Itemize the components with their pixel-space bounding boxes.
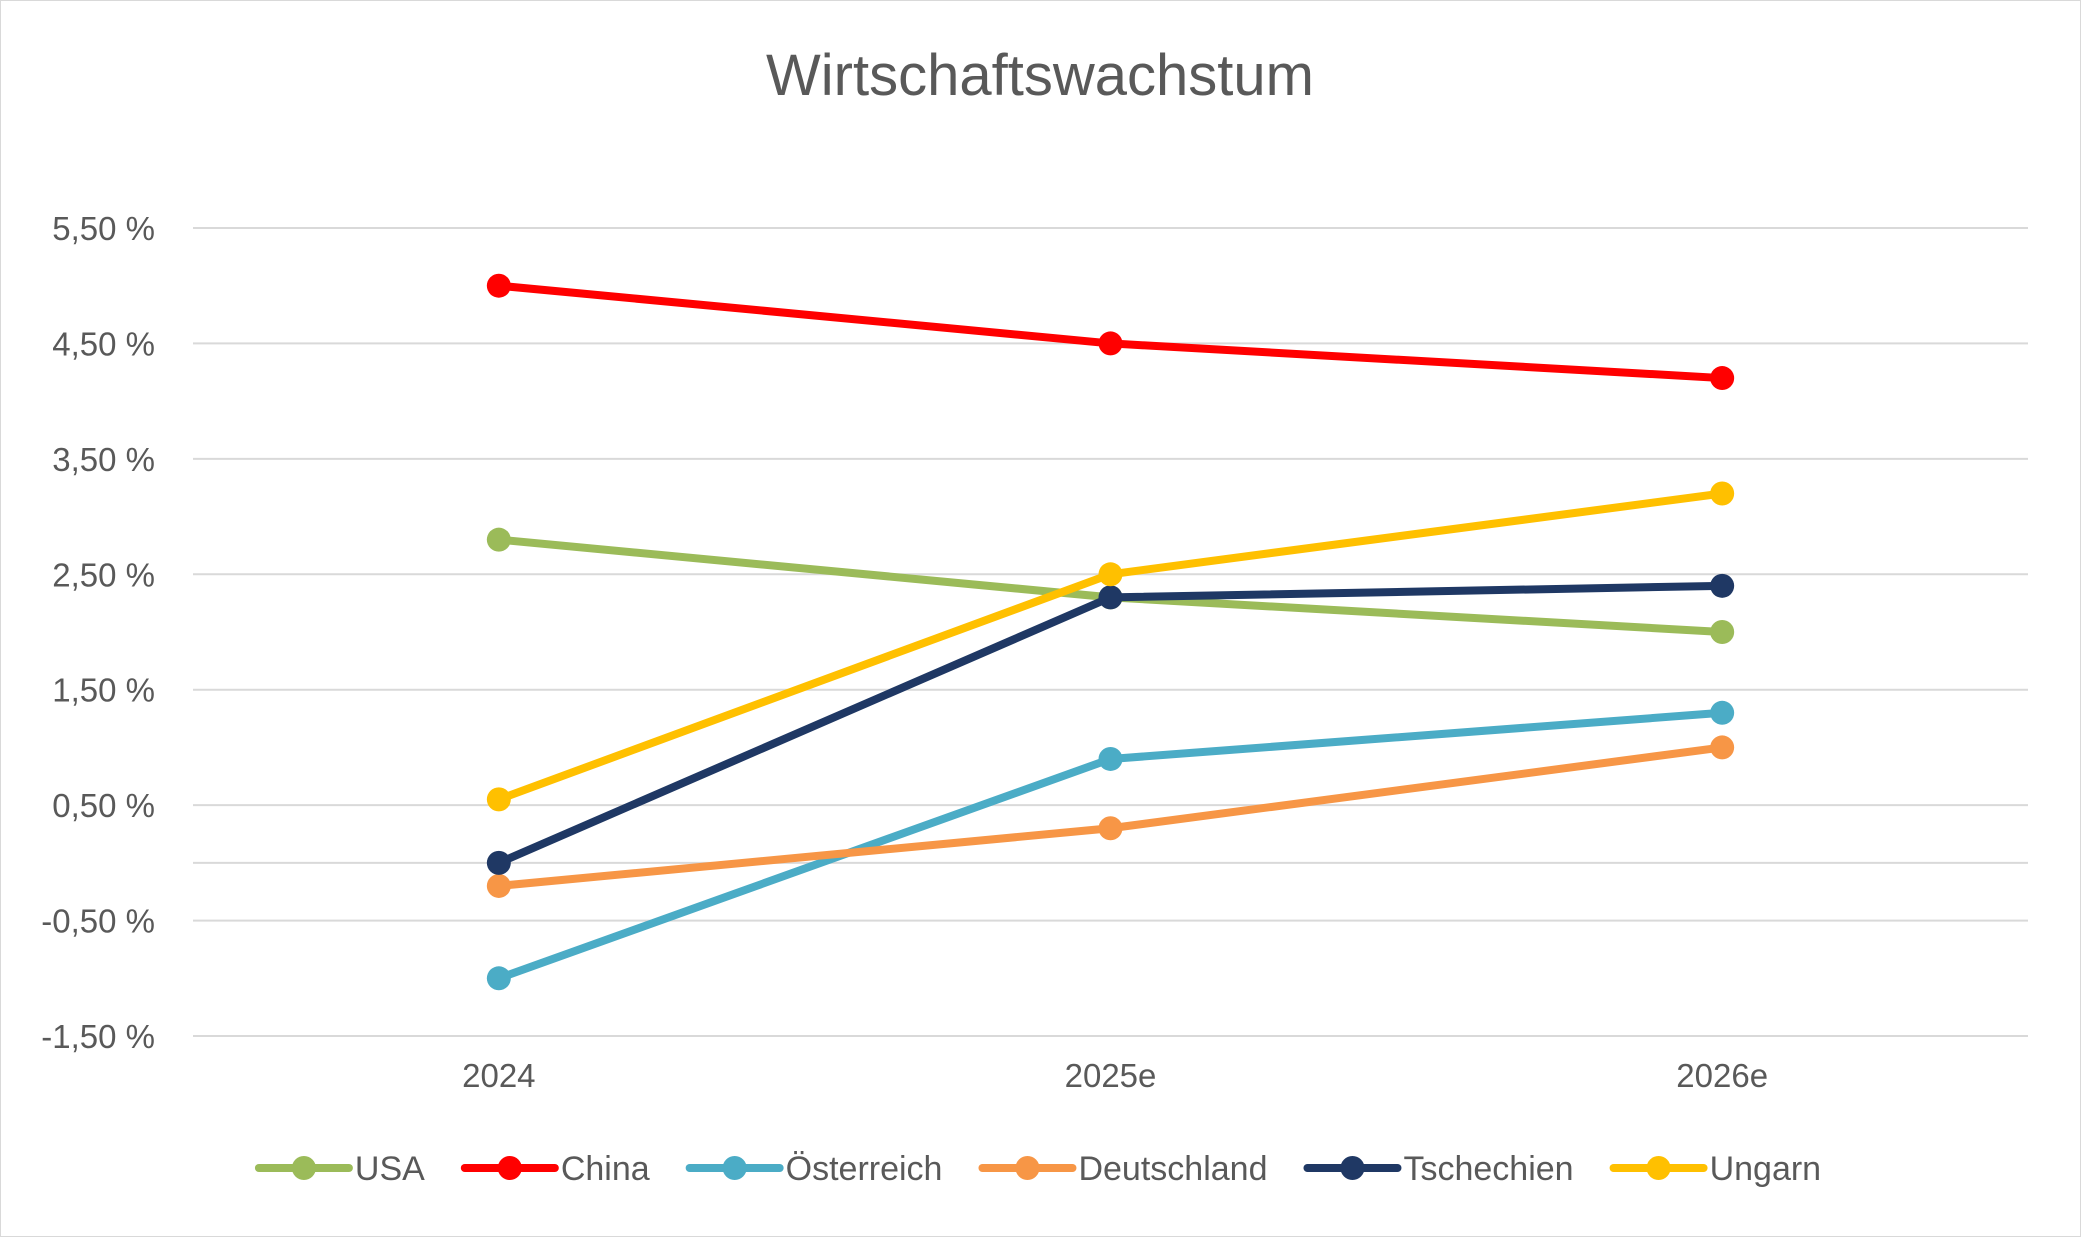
data-point (1710, 700, 1735, 725)
data-point (486, 527, 511, 552)
y-tick-label: 2,50 % (52, 556, 155, 593)
chart-title: Wirtschaftswachstum (766, 43, 1314, 108)
x-axis-tick-labels: 2024 2025e 2026e (462, 1057, 1768, 1094)
legend-item: Österreich (685, 1150, 943, 1188)
series-china (486, 273, 1735, 391)
legend-marker (1340, 1156, 1365, 1180)
y-tick-label: 4,50 % (52, 325, 155, 362)
series-lines (486, 273, 1735, 991)
legend-marker (1015, 1156, 1040, 1180)
legend-item: Ungarn (1609, 1150, 1822, 1188)
legend-label: Tschechien (1403, 1150, 1573, 1188)
legend-marker (722, 1156, 747, 1180)
data-point (486, 787, 511, 812)
data-point (486, 273, 511, 298)
legend-label: Ungarn (1710, 1150, 1822, 1188)
legend-marker (497, 1156, 522, 1180)
legend-marker (1646, 1156, 1671, 1180)
legend-label: USA (355, 1150, 425, 1188)
data-point (1710, 620, 1735, 644)
series-österreich (486, 700, 1735, 991)
legend-marker (291, 1156, 316, 1180)
data-point (486, 850, 511, 875)
series-deutschland (486, 735, 1735, 898)
data-point (1098, 331, 1123, 356)
x-tick-label: 2025e (1065, 1057, 1157, 1094)
legend: USA China Österreich Deutschland Tschechien U… (254, 1150, 1822, 1188)
y-tick-label: -1,50 % (41, 1018, 155, 1055)
y-axis-tick-labels: 5,50 % 4,50 % 3,50 % 2,50 % 1,50 % 0,50 % -0,5… (41, 210, 155, 1055)
series-tschechien (486, 573, 1735, 875)
y-tick-label: 5,50 % (52, 210, 155, 247)
data-point (1098, 746, 1123, 771)
y-tick-label: 0,50 % (52, 787, 155, 824)
legend-item: USA (254, 1150, 425, 1188)
legend-item: Tschechien (1303, 1150, 1574, 1188)
data-point (486, 966, 511, 991)
data-point (1710, 573, 1735, 598)
data-point (1098, 562, 1123, 587)
data-point (1098, 585, 1123, 610)
legend-label: Österreich (786, 1150, 943, 1188)
data-point (1710, 735, 1735, 760)
x-tick-label: 2024 (462, 1057, 535, 1094)
legend-label: China (561, 1150, 650, 1188)
data-point (1098, 816, 1123, 841)
data-point (1710, 366, 1735, 391)
data-point (486, 873, 511, 898)
legend-item: China (460, 1150, 650, 1188)
x-tick-label: 2026e (1676, 1057, 1768, 1094)
y-tick-label: 1,50 % (52, 672, 155, 709)
y-tick-label: -0,50 % (41, 903, 155, 940)
y-tick-label: 3,50 % (52, 441, 155, 478)
data-point (1710, 481, 1735, 506)
legend-label: Deutschland (1078, 1150, 1267, 1188)
legend-item: Deutschland (978, 1150, 1267, 1188)
series-ungarn (486, 481, 1735, 812)
